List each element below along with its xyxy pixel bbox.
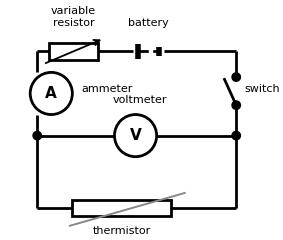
Text: switch: switch — [245, 84, 280, 94]
Circle shape — [232, 73, 241, 81]
Circle shape — [232, 131, 241, 140]
Text: thermistor: thermistor — [92, 226, 151, 236]
Circle shape — [232, 101, 241, 109]
Bar — [72, 200, 171, 216]
Text: V: V — [130, 128, 142, 143]
Text: variable
resistor: variable resistor — [51, 6, 96, 28]
Text: ammeter: ammeter — [82, 84, 133, 94]
Text: A: A — [45, 86, 57, 101]
Bar — [49, 43, 98, 60]
Circle shape — [30, 72, 72, 114]
Text: battery: battery — [128, 18, 169, 28]
Text: voltmeter: voltmeter — [113, 95, 168, 105]
Circle shape — [33, 131, 41, 140]
Circle shape — [115, 114, 156, 157]
